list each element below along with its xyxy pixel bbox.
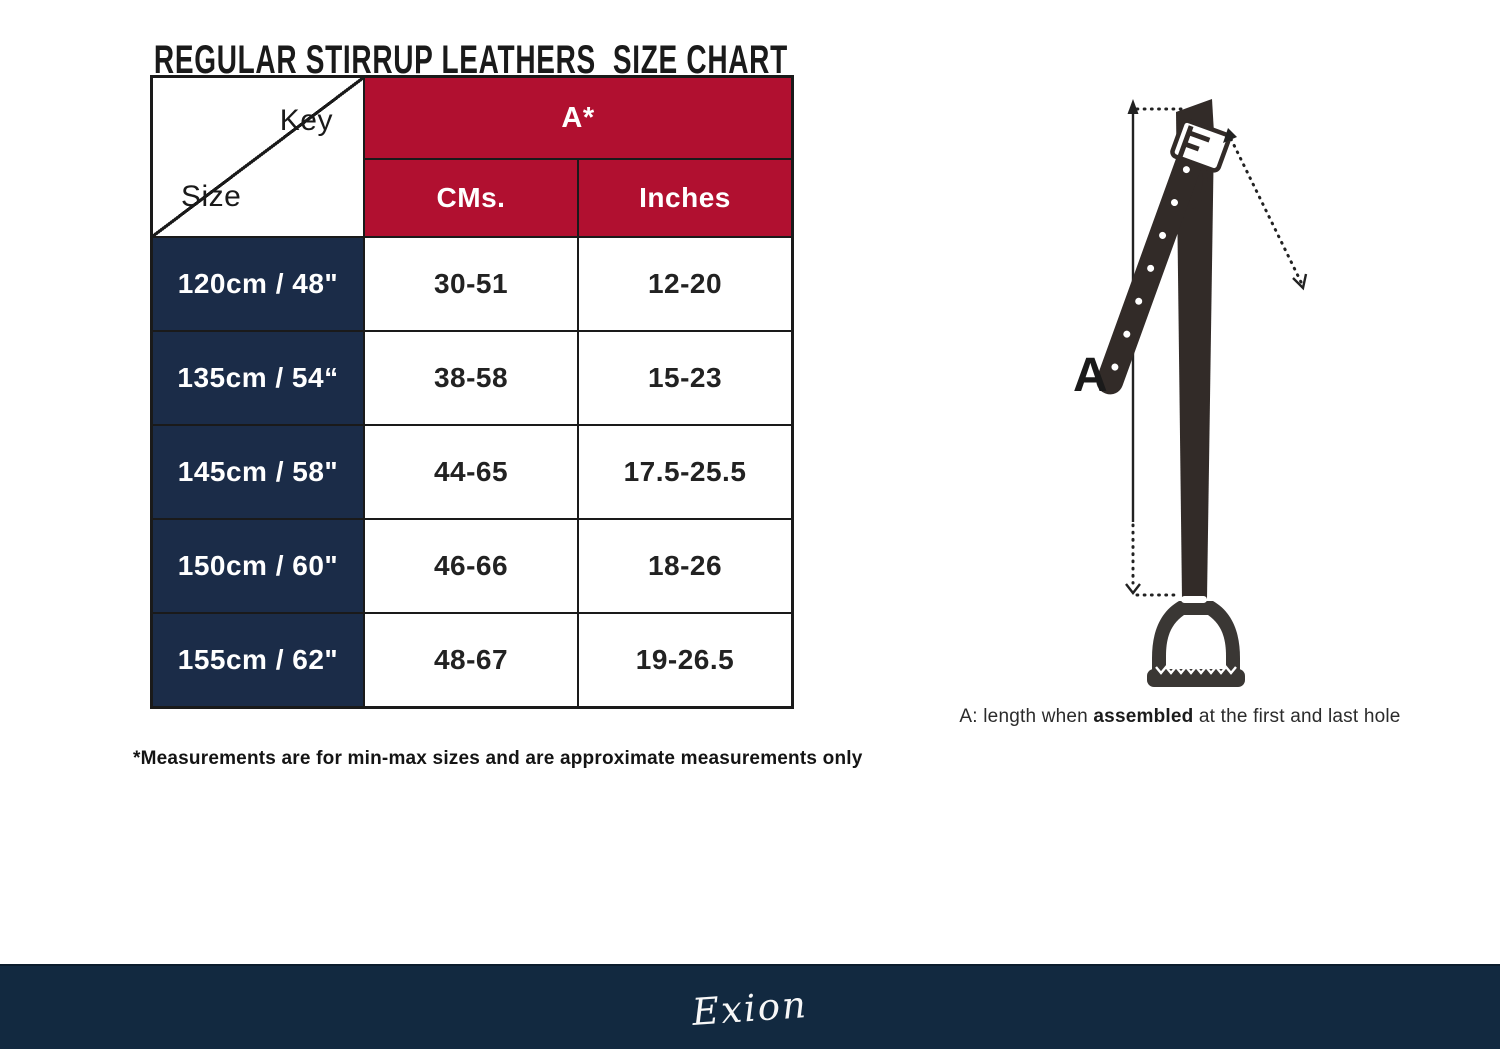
inches-value-cell: 19-26.5 bbox=[579, 614, 791, 706]
inches-value-cell: 17.5-25.5 bbox=[579, 426, 791, 518]
footer-bar: Exion bbox=[0, 964, 1500, 1049]
buckle bbox=[1170, 118, 1231, 173]
column-group-header-a: A* bbox=[365, 78, 791, 158]
column-header-cms: CMs. bbox=[365, 160, 577, 236]
corner-key-label: Key bbox=[279, 104, 333, 137]
corner-size-label: Size bbox=[181, 180, 242, 213]
cms-value-cell: 46-66 bbox=[365, 520, 577, 612]
caption-prefix: A: length when bbox=[959, 706, 1094, 727]
cms-value-cell: 30-51 bbox=[365, 238, 577, 330]
punched-strap bbox=[1096, 124, 1212, 395]
size-cell: 155cm / 62" bbox=[153, 614, 363, 706]
brand-logo: Exion bbox=[690, 983, 810, 1034]
inches-value-cell: 12-20 bbox=[579, 238, 791, 330]
size-cell: 145cm / 58" bbox=[153, 426, 363, 518]
cms-value-cell: 38-58 bbox=[365, 332, 577, 424]
page-title-text: REGULAR STIRRUP LEATHERS SIZE CHART bbox=[153, 38, 793, 90]
caption-bold-word: assembled bbox=[1093, 706, 1194, 727]
diagonal-measure-arrow bbox=[1223, 128, 1308, 291]
column-header-inches: Inches bbox=[579, 160, 791, 236]
cms-value-cell: 44-65 bbox=[365, 426, 577, 518]
inches-value-cell: 18-26 bbox=[579, 520, 791, 612]
measurement-label-a: A bbox=[1073, 349, 1108, 402]
inches-value-cell: 15-23 bbox=[579, 332, 791, 424]
table-corner-cell: Key Size bbox=[153, 78, 363, 236]
size-cell: 150cm / 60" bbox=[153, 520, 363, 612]
stirrup-iron bbox=[1147, 596, 1245, 687]
stirrup-leather-strap bbox=[1176, 99, 1214, 599]
size-table: Key Size A* CMs. Inches 120cm / 48" 30-5… bbox=[150, 75, 794, 709]
page-title: REGULAR STIRRUP LEATHERS SIZE CHART bbox=[120, 0, 793, 135]
footnote: *Measurements are for min-max sizes and … bbox=[133, 748, 863, 769]
cms-value-cell: 48-67 bbox=[365, 614, 577, 706]
stirrup-leather-illustration: A bbox=[1073, 99, 1308, 687]
caption-suffix: at the first and last hole bbox=[1193, 706, 1401, 727]
diagram-caption: A: length when assembled at the first an… bbox=[945, 706, 1415, 728]
size-cell: 120cm / 48" bbox=[153, 238, 363, 330]
stirrup-diagram: A bbox=[1040, 85, 1420, 710]
size-cell: 135cm / 54“ bbox=[153, 332, 363, 424]
